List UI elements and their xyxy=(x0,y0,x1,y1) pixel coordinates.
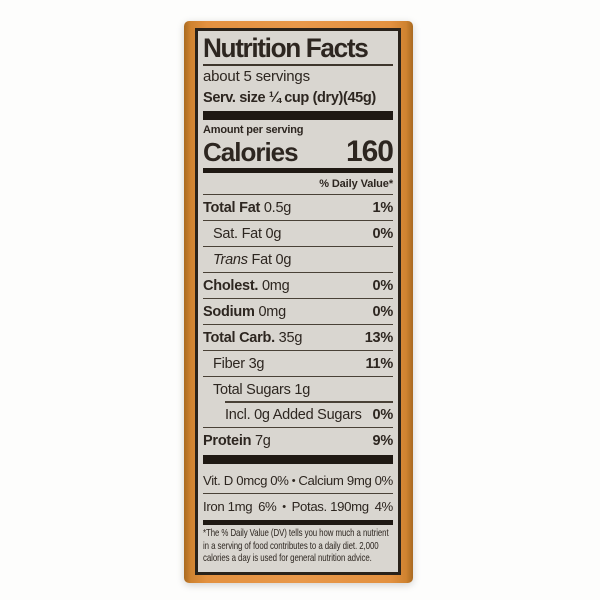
calories-label: Calories xyxy=(203,137,299,168)
nutrient-row: Cholest. 0mg 0% xyxy=(203,272,393,298)
nutrient-row: Sat. Fat 0g 0% xyxy=(203,220,393,246)
nutrient-name: Protein 7g xyxy=(203,432,271,449)
micronutrient-left: Iron 1mg xyxy=(203,499,253,515)
medium-divider xyxy=(203,520,393,526)
daily-value-header: % Daily Value* xyxy=(319,178,393,191)
package-front: Nutrition Facts about 5 servings Serv. s… xyxy=(184,21,413,583)
micronutrient-rows: Vit. D 0mcg 0% • Calcium 9mg 0% Iron 1mg 6% • Po… xyxy=(203,468,393,519)
daily-value-footnote: *The % Daily Value (DV) tells you how mu… xyxy=(203,528,389,564)
micronutrient-right: Calcium 9mg xyxy=(298,473,372,489)
nutrient-daily-value: 0% xyxy=(372,303,394,320)
nutrient-rows: Total Fat 0.5g 1% Sat. Fat 0g 0% Trans Fat 0… xyxy=(203,194,393,453)
nutrient-name: Total Sugars 1g xyxy=(213,381,311,398)
nutrient-name: Sat. Fat 0g xyxy=(213,225,282,242)
nutrient-daily-value: 9% xyxy=(372,432,394,449)
micronutrient-left-dv: 0% xyxy=(270,473,289,489)
thick-divider xyxy=(203,111,393,121)
nutrient-row: Trans Fat 0g xyxy=(203,246,393,272)
nutrient-name: Trans Fat 0g xyxy=(213,251,292,268)
nutrient-row: Total Fat 0.5g 1% xyxy=(203,194,393,220)
nutrient-row: Fiber 3g 11% xyxy=(203,350,393,376)
bullet-separator: • xyxy=(291,474,296,487)
nutrient-name: Total Fat 0.5g xyxy=(203,199,292,216)
nutrient-daily-value: 0% xyxy=(372,277,394,294)
nutrient-name: Incl. 0g Added Sugars xyxy=(225,406,362,423)
micronutrient-row: Iron 1mg 6% • Potas. 190mg 4% xyxy=(203,493,393,519)
nutrient-row: Protein 7g 9% xyxy=(203,427,393,453)
thick-divider xyxy=(203,455,393,465)
nutrient-daily-value: 1% xyxy=(372,199,394,216)
micronutrient-left: Vit. D 0mcg xyxy=(203,473,268,489)
nutrient-daily-value: 0% xyxy=(372,225,394,242)
nutrient-name: Total Carb. 35g xyxy=(203,329,303,346)
servings-per-container: about 5 servings xyxy=(203,68,310,86)
nutrient-name: Fiber 3g xyxy=(213,355,265,372)
amount-per-serving-label: Amount per serving xyxy=(203,124,304,137)
calories-row: Calories 160 xyxy=(203,135,394,169)
micronutrient-right-dv: 0% xyxy=(374,473,394,489)
micronutrient-row: Vit. D 0mcg 0% • Calcium 9mg 0% xyxy=(203,468,393,493)
micronutrient-right-dv: 4% xyxy=(374,499,394,515)
nutrient-row: Total Sugars 1g xyxy=(203,376,393,402)
nutrient-name: Cholest. 0mg xyxy=(203,277,290,294)
nutrient-daily-value: 0% xyxy=(372,406,394,423)
medium-divider xyxy=(203,168,393,174)
bullet-separator: • xyxy=(282,500,286,513)
nutrient-daily-value: 13% xyxy=(364,329,394,346)
divider xyxy=(203,64,393,67)
nutrient-row: Total Carb. 35g 13% xyxy=(203,324,393,350)
panel-title: Nutrition Facts xyxy=(203,33,369,63)
micronutrient-left-dv: 6% xyxy=(258,499,277,515)
calories-value: 160 xyxy=(345,135,394,169)
nutrient-row: Sodium 0mg 0% xyxy=(203,298,393,324)
nutrition-facts-panel: Nutrition Facts about 5 servings Serv. s… xyxy=(195,28,401,575)
micronutrient-right: Potas. 190mg xyxy=(291,499,370,515)
nutrient-row: Incl. 0g Added Sugars 0% xyxy=(203,401,394,427)
nutrient-name: Sodium 0mg xyxy=(203,303,286,320)
serving-size: Serv. size ¼ cup (dry)(45g) xyxy=(203,88,376,106)
nutrient-daily-value: 11% xyxy=(365,355,394,372)
